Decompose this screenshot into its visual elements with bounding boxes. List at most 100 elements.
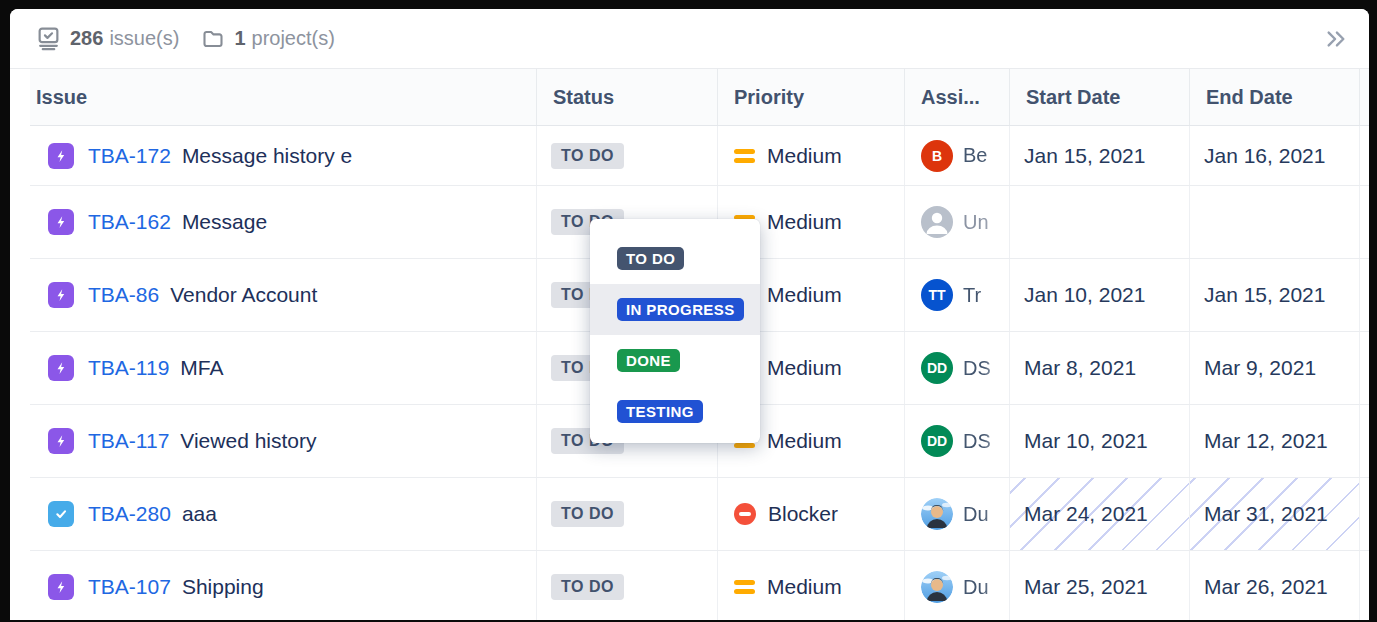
- start-date-cell[interactable]: Mar 25, 2021: [1010, 551, 1190, 620]
- issue-key-link[interactable]: TBA-119: [88, 356, 169, 380]
- priority-cell[interactable]: Medium: [718, 126, 905, 185]
- column-header-status[interactable]: Status: [537, 69, 718, 125]
- assignee-name: DS: [963, 430, 1005, 453]
- issue-title: Message: [182, 210, 267, 234]
- status-lozenge-in-progress: IN PROGRESS: [617, 298, 744, 321]
- priority-cell[interactable]: Medium: [718, 551, 905, 620]
- priority-label: Medium: [767, 144, 842, 168]
- assignee-cell[interactable]: TT Tr: [905, 259, 1010, 331]
- issue-title: Shipping: [182, 575, 264, 599]
- status-badge: TO DO: [551, 574, 624, 600]
- assignee-name: DS: [963, 357, 1005, 380]
- issue-key-link[interactable]: TBA-172: [88, 144, 171, 168]
- issue-cell[interactable]: TBA-119 MFA: [30, 332, 537, 404]
- end-date-cell[interactable]: Mar 12, 2021: [1190, 405, 1360, 477]
- status-option-in-progress[interactable]: IN PROGRESS: [590, 284, 760, 335]
- avatar: B: [921, 140, 953, 172]
- column-header-priority[interactable]: Priority: [718, 69, 905, 125]
- row-spacer: [1360, 259, 1369, 331]
- issue-key-link[interactable]: TBA-162: [88, 210, 171, 234]
- avatar: DD: [921, 352, 953, 384]
- priority-blocker-icon: [734, 503, 756, 525]
- assignee-cell[interactable]: B Be: [905, 126, 1010, 185]
- issue-title: Message history e: [182, 144, 352, 168]
- row-spacer: [1360, 126, 1369, 185]
- issue-cell[interactable]: TBA-86 Vendor Account: [30, 259, 537, 331]
- issue-cell[interactable]: TBA-162 Message: [30, 186, 537, 258]
- end-date-cell[interactable]: Mar 9, 2021: [1190, 332, 1360, 404]
- story-icon: [48, 574, 74, 600]
- column-header-start-date[interactable]: Start Date: [1010, 69, 1190, 125]
- priority-medium-icon: [734, 580, 755, 594]
- column-header-spacer: [1360, 69, 1369, 125]
- status-cell[interactable]: TO DO: [537, 478, 718, 550]
- priority-label: Medium: [767, 210, 842, 234]
- status-cell[interactable]: TO DO: [537, 126, 718, 185]
- status-option-testing[interactable]: TESTING: [590, 386, 760, 437]
- end-date-cell[interactable]: Mar 31, 2021: [1190, 478, 1360, 550]
- issues-count: 286: [70, 27, 103, 50]
- priority-cell[interactable]: Blocker: [718, 478, 905, 550]
- priority-label: Medium: [767, 575, 842, 599]
- start-date-cell[interactable]: Jan 10, 2021: [1010, 259, 1190, 331]
- task-check-icon: [48, 501, 74, 527]
- story-icon: [48, 355, 74, 381]
- end-date-cell[interactable]: Mar 26, 2021: [1190, 551, 1360, 620]
- issue-title: MFA: [180, 356, 223, 380]
- issue-cell[interactable]: TBA-172 Message history e: [30, 126, 537, 185]
- issue-key-link[interactable]: TBA-280: [88, 502, 171, 526]
- photo-avatar: [921, 498, 953, 530]
- story-icon: [48, 282, 74, 308]
- issue-key-link[interactable]: TBA-117: [88, 429, 169, 453]
- assignee-cell[interactable]: Du: [905, 478, 1010, 550]
- end-date-cell[interactable]: Jan 16, 2021: [1190, 126, 1360, 185]
- issue-cell[interactable]: TBA-280 aaa: [30, 478, 537, 550]
- assignee-cell[interactable]: DD DS: [905, 405, 1010, 477]
- issue-key-link[interactable]: TBA-86: [88, 283, 159, 307]
- issue-cell[interactable]: TBA-107 Shipping: [30, 551, 537, 620]
- assignee-cell[interactable]: Du: [905, 551, 1010, 620]
- start-date-cell[interactable]: [1010, 186, 1190, 258]
- start-date-cell[interactable]: Jan 15, 2021: [1010, 126, 1190, 185]
- status-dropdown: TO DO IN PROGRESS DONE TESTING: [590, 219, 760, 443]
- status-option-done[interactable]: DONE: [590, 335, 760, 386]
- avatar: TT: [921, 279, 953, 311]
- priority-label: Medium: [767, 356, 842, 380]
- story-icon: [48, 209, 74, 235]
- toolbar: 286 issue(s) 1 project(s): [10, 9, 1369, 69]
- table-header: Issue Status Priority Assi... Start Date…: [30, 69, 1369, 126]
- assignee-cell[interactable]: DD DS: [905, 332, 1010, 404]
- row-spacer: [1360, 332, 1369, 404]
- issues-count-label: issue(s): [109, 27, 179, 50]
- priority-label: Medium: [767, 283, 842, 307]
- start-date-cell[interactable]: Mar 10, 2021: [1010, 405, 1190, 477]
- issue-key-link[interactable]: TBA-107: [88, 575, 171, 599]
- status-badge: TO DO: [551, 143, 624, 169]
- table-row: TBA-280 aaa TO DO Blocker Du Mar 24, 202…: [30, 478, 1369, 551]
- start-date-cell[interactable]: Mar 24, 2021: [1010, 478, 1190, 550]
- assignee-name: Un: [963, 211, 1005, 234]
- issue-cell[interactable]: TBA-117 Viewed history: [30, 405, 537, 477]
- folder-icon: [201, 27, 225, 51]
- start-date-cell[interactable]: Mar 8, 2021: [1010, 332, 1190, 404]
- issues-stack-icon: [36, 26, 61, 51]
- row-spacer: [1360, 405, 1369, 477]
- end-date-cell[interactable]: [1190, 186, 1360, 258]
- column-header-end-date[interactable]: End Date: [1190, 69, 1360, 125]
- projects-count-label: project(s): [252, 27, 335, 50]
- column-header-issue[interactable]: Issue: [30, 69, 537, 125]
- end-date-cell[interactable]: Jan 15, 2021: [1190, 259, 1360, 331]
- status-lozenge-todo: TO DO: [617, 247, 684, 270]
- status-option-todo[interactable]: TO DO: [590, 233, 760, 284]
- assignee-name: Du: [963, 503, 1005, 526]
- issue-title: Viewed history: [180, 429, 316, 453]
- photo-avatar: [921, 571, 953, 603]
- chevrons-right-icon[interactable]: [1325, 30, 1347, 48]
- status-cell[interactable]: TO DO: [537, 551, 718, 620]
- issue-title: aaa: [182, 502, 217, 526]
- priority-label: Blocker: [768, 502, 838, 526]
- row-spacer: [1360, 186, 1369, 258]
- column-header-assignee[interactable]: Assi...: [905, 69, 1010, 125]
- assignee-cell[interactable]: Un: [905, 186, 1010, 258]
- row-spacer: [1360, 478, 1369, 550]
